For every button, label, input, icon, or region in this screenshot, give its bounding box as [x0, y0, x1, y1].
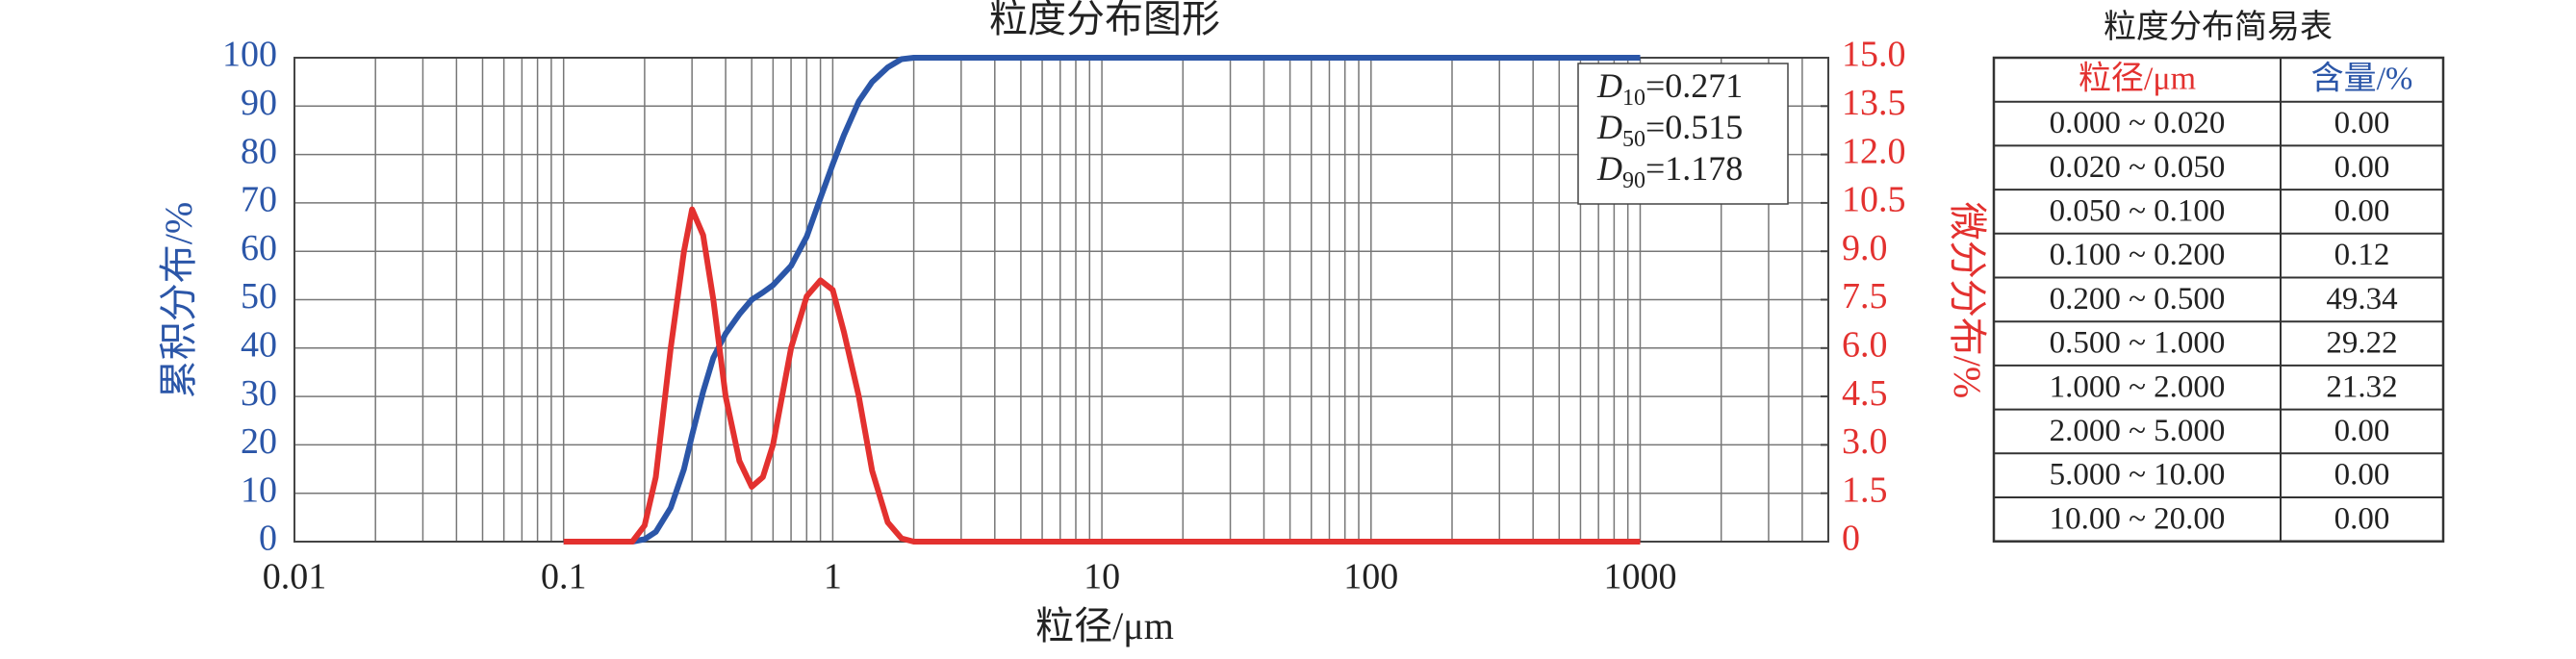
y2-tick-label: 3.0: [1842, 421, 1888, 462]
table-title: 粒度分布简易表: [2104, 9, 2333, 45]
x-tick-label: 10: [1084, 557, 1120, 597]
table-cell: 29.22: [2326, 326, 2397, 361]
table-cell: 1.000 ~ 2.000: [2050, 369, 2226, 404]
table-cell: 0.00: [2334, 194, 2390, 229]
y-tick-label: 70: [241, 180, 277, 220]
chart-title: 粒度分布图形: [989, 0, 1220, 40]
x-tick-label: 1: [824, 557, 842, 597]
y-tick-label: 80: [241, 131, 277, 171]
series-line: [563, 55, 1641, 545]
y-tick-label: 0: [259, 519, 277, 559]
table-cell: 5.000 ~ 10.00: [2050, 458, 2226, 493]
x-tick-label: 0.1: [541, 557, 587, 597]
table-cell: 2.000 ~ 5.000: [2050, 414, 2226, 448]
table-cell: 0.00: [2334, 150, 2390, 185]
y2-tick-label: 12.0: [1842, 131, 1906, 171]
x-tick-label: 100: [1343, 557, 1398, 597]
annotation-box: [1577, 63, 1789, 205]
y-tick-label: 60: [241, 228, 277, 268]
annotation-text: =0.515: [1645, 108, 1743, 146]
table-cell: 10.00 ~ 20.00: [2050, 501, 2226, 536]
table-cell: 0.020 ~ 0.050: [2050, 150, 2226, 185]
table-frame: [1992, 56, 2445, 543]
x-tick-label: 0.01: [263, 557, 327, 597]
series-line: [563, 206, 1641, 545]
x-tick-label: 1000: [1603, 557, 1676, 597]
table-cell: 0.00: [2334, 414, 2390, 448]
x-axis-label: 粒径/μm: [1035, 604, 1174, 647]
y2-tick-label: 0: [1842, 519, 1860, 559]
y-axis-label: 累积分布/%: [157, 202, 200, 398]
annotation: D50=0.515: [1596, 108, 1743, 151]
y-tick-label: 20: [241, 421, 277, 462]
table-cell: 49.34: [2326, 282, 2397, 317]
annotation-symbol: D: [1596, 149, 1622, 188]
annotation-text: =0.271: [1645, 66, 1743, 105]
y-tick-label: 30: [241, 373, 277, 414]
y-tick-label: 10: [241, 469, 277, 510]
annotation-symbol: D: [1596, 108, 1622, 146]
annotation-subscript: 10: [1622, 86, 1645, 111]
table-header: 含量/%: [2311, 61, 2413, 97]
y2-tick-label: 15.0: [1842, 35, 1906, 75]
table-cell: 0.12: [2334, 238, 2390, 272]
table-cell: 0.00: [2334, 501, 2390, 536]
y2-tick-label: 4.5: [1842, 373, 1888, 414]
y2-axis-label: 微分分布/%: [1946, 202, 1989, 398]
table-cell: 0.500 ~ 1.000: [2050, 326, 2226, 361]
y2-tick-label: 10.5: [1842, 180, 1906, 220]
table-cell: 0.100 ~ 0.200: [2050, 238, 2226, 272]
table-cell: 21.32: [2326, 369, 2397, 404]
table-cell: 0.050 ~ 0.100: [2050, 194, 2226, 229]
annotation: D90=1.178: [1596, 149, 1743, 192]
y2-tick-label: 7.5: [1842, 276, 1888, 317]
y-tick-label: 100: [222, 35, 277, 75]
table-cell: 0.000 ~ 0.020: [2050, 106, 2226, 140]
annotation-subscript: 90: [1622, 168, 1645, 193]
y-tick-label: 40: [241, 325, 277, 366]
table-cell: 0.00: [2334, 106, 2390, 140]
y-tick-label: 90: [241, 83, 277, 123]
annotation-symbol: D: [1596, 66, 1622, 105]
table-cell: 0.200 ~ 0.500: [2050, 282, 2226, 317]
y2-tick-label: 6.0: [1842, 325, 1888, 366]
y2-tick-label: 1.5: [1842, 469, 1888, 510]
annotation-text: =1.178: [1645, 149, 1743, 188]
annotation: D10=0.271: [1596, 66, 1743, 110]
annotation-subscript: 50: [1622, 127, 1645, 152]
y2-tick-label: 9.0: [1842, 228, 1888, 268]
table-header: 粒径/μm: [2079, 61, 2196, 97]
y-tick-label: 50: [241, 276, 277, 317]
table-cell: 0.00: [2334, 458, 2390, 493]
y2-tick-label: 13.5: [1842, 83, 1906, 123]
